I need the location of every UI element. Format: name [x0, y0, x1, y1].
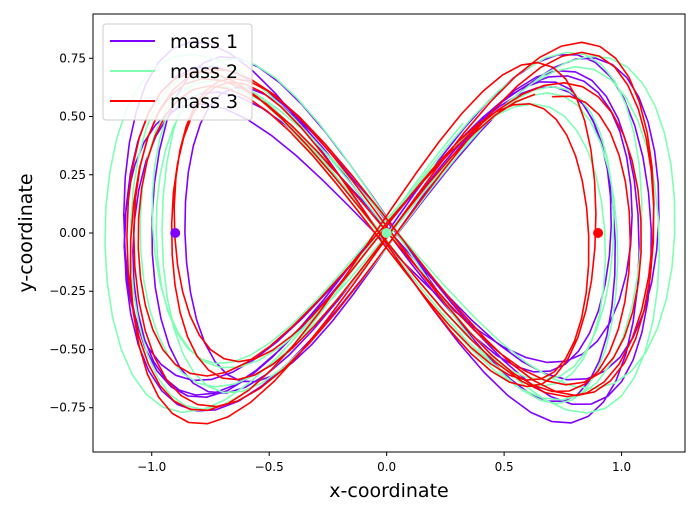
y-tick-label: 0.00	[59, 226, 86, 240]
y-tick-label: 0.50	[59, 110, 86, 124]
x-tick-label: 0.0	[377, 460, 396, 474]
legend-label-mass-1: mass 1	[170, 31, 238, 53]
legend-label-mass-3: mass 3	[170, 91, 238, 113]
marker-layer	[170, 228, 604, 238]
legend-box	[102, 23, 253, 121]
x-axis-ticks: −1.0 −0.5 0.0 0.5 1.0	[137, 452, 631, 474]
x-tick-label: −1.0	[137, 460, 166, 474]
y-tick-label: −0.50	[49, 342, 86, 356]
start-marker-mass-1	[170, 228, 181, 238]
y-tick-label: 0.75	[59, 51, 86, 65]
x-tick-label: 0.5	[495, 460, 514, 474]
y-tick-label: 0.25	[59, 168, 86, 182]
start-marker-mass-2	[381, 228, 392, 238]
start-marker-mass-3	[593, 228, 604, 238]
x-axis-label: x-coordinate	[329, 480, 448, 502]
y-tick-label: −0.25	[49, 284, 86, 298]
y-axis-label: y-coordinate	[15, 173, 37, 292]
x-tick-label: 1.0	[612, 460, 631, 474]
trajectory-mass-3	[126, 41, 655, 425]
y-axis-ticks: −0.75 −0.50 −0.25 0.00 0.25 0.50 0.75	[49, 51, 93, 415]
legend: mass 1 mass 2 mass 3	[102, 23, 253, 121]
x-tick-label: −0.5	[255, 460, 284, 474]
legend-label-mass-2: mass 2	[170, 61, 238, 83]
y-tick-label: −0.75	[49, 401, 86, 415]
